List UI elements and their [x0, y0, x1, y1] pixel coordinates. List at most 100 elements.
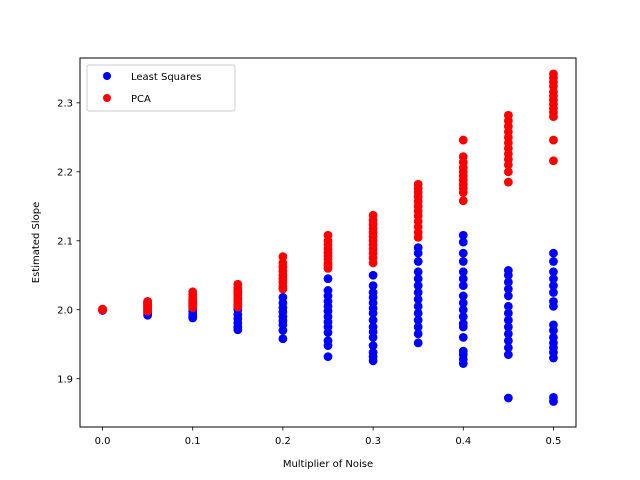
data-point-least-squares — [323, 341, 333, 351]
y-tick-label: 2.3 — [57, 98, 73, 109]
data-point-pca — [143, 306, 153, 316]
data-point-least-squares — [503, 343, 513, 353]
y-axis-label: Estimated Slope — [31, 202, 42, 283]
x-axis-label: Multiplier of Noise — [283, 459, 373, 470]
data-point-least-squares — [458, 291, 468, 301]
data-point-least-squares — [458, 257, 468, 266]
data-point-least-squares — [458, 298, 468, 308]
data-point-pca — [503, 177, 513, 187]
data-point-least-squares — [368, 315, 378, 325]
data-point-least-squares — [503, 350, 513, 359]
data-point-least-squares — [413, 295, 423, 304]
x-tick-label: 0.1 — [185, 436, 201, 447]
x-axis-ticks: 0.0 0.1 0.2 0.3 0.4 0.5 — [95, 427, 562, 447]
data-point-least-squares — [503, 393, 513, 403]
data-point-least-squares — [413, 329, 423, 339]
data-point-least-squares — [368, 270, 378, 280]
data-point-least-squares — [413, 308, 423, 318]
data-point-pca — [323, 263, 333, 273]
data-point-least-squares — [368, 281, 378, 291]
y-axis-ticks: 1.9 2.0 2.1 2.2 2.3 — [57, 98, 80, 385]
data-point-pca — [549, 156, 558, 166]
data-point-least-squares — [549, 267, 558, 277]
data-point-pca — [413, 232, 423, 242]
data-point-least-squares — [549, 248, 558, 258]
data-point-pca — [503, 160, 513, 170]
y-tick-label: 2.2 — [57, 167, 73, 178]
data-point-least-squares — [413, 315, 423, 325]
data-point-least-squares — [278, 326, 288, 335]
y-tick-label: 1.9 — [57, 374, 73, 385]
data-point-least-squares — [549, 353, 558, 363]
data-point-least-squares — [188, 313, 198, 323]
data-point-least-squares — [458, 305, 468, 315]
data-point-pca — [458, 135, 468, 145]
data-point-least-squares — [413, 338, 423, 348]
legend-marker-least-squares — [103, 72, 111, 80]
data-point-least-squares — [503, 270, 513, 280]
data-point-least-squares — [458, 248, 468, 258]
data-point-least-squares — [549, 326, 558, 335]
data-point-least-squares — [233, 325, 243, 335]
data-point-least-squares — [458, 332, 468, 342]
data-point-least-squares — [368, 341, 378, 351]
data-point-least-squares — [323, 352, 333, 362]
data-point-least-squares — [503, 329, 513, 339]
data-point-least-squares — [458, 281, 468, 291]
data-point-least-squares — [503, 284, 513, 294]
data-point-least-squares — [278, 334, 288, 344]
data-point-pca — [549, 112, 558, 122]
data-point-least-squares — [549, 274, 558, 284]
data-point-least-squares — [458, 312, 468, 322]
data-point-pca — [458, 196, 468, 206]
data-point-least-squares — [323, 328, 333, 337]
data-point-least-squares — [503, 291, 513, 301]
data-point-least-squares — [458, 267, 468, 277]
data-point-least-squares — [413, 267, 423, 277]
data-point-least-squares — [503, 315, 513, 325]
data-point-least-squares — [413, 257, 423, 266]
plot-frame — [79, 57, 577, 428]
data-point-least-squares — [503, 277, 513, 287]
legend-label-pca: PCA — [131, 94, 151, 105]
data-point-least-squares — [368, 332, 378, 342]
data-point-least-squares — [549, 281, 558, 291]
x-tick-label: 0.3 — [365, 436, 381, 447]
legend-label-least-squares: Least Squares — [131, 72, 201, 83]
y-tick-label: 2.0 — [57, 305, 73, 316]
data-point-least-squares — [413, 248, 423, 258]
data-point-least-squares — [458, 359, 468, 368]
data-point-least-squares — [413, 288, 423, 297]
data-point-least-squares — [549, 288, 558, 297]
data-point-least-squares — [323, 274, 333, 284]
data-point-pca — [98, 304, 107, 314]
data-point-least-squares — [549, 257, 558, 266]
x-tick-label: 0.5 — [546, 436, 562, 447]
data-point-least-squares — [503, 308, 513, 318]
data-point-pca — [458, 188, 468, 197]
data-point-pca — [503, 167, 513, 177]
data-point-pca — [549, 135, 558, 145]
data-point-least-squares — [458, 237, 468, 247]
data-point-least-squares — [413, 301, 423, 311]
data-point-pca — [278, 284, 288, 294]
data-point-least-squares — [368, 356, 378, 366]
data-point-least-squares — [413, 322, 423, 332]
data-point-least-squares — [413, 281, 423, 291]
data-point-pca — [233, 302, 243, 312]
data-point-pca — [278, 252, 288, 262]
x-tick-label: 0.0 — [95, 436, 111, 447]
data-point-least-squares — [503, 301, 513, 311]
data-point-least-squares — [458, 274, 468, 284]
data-point-least-squares — [549, 397, 558, 406]
data-point-least-squares — [503, 322, 513, 332]
data-point-least-squares — [413, 274, 423, 284]
legend-box — [86, 64, 236, 112]
data-point-least-squares — [458, 322, 468, 332]
x-tick-label: 0.4 — [455, 436, 471, 447]
data-point-least-squares — [503, 336, 513, 346]
legend: Least Squares PCA — [86, 64, 236, 112]
data-point-least-squares — [458, 230, 468, 240]
data-point-pca — [188, 303, 198, 313]
